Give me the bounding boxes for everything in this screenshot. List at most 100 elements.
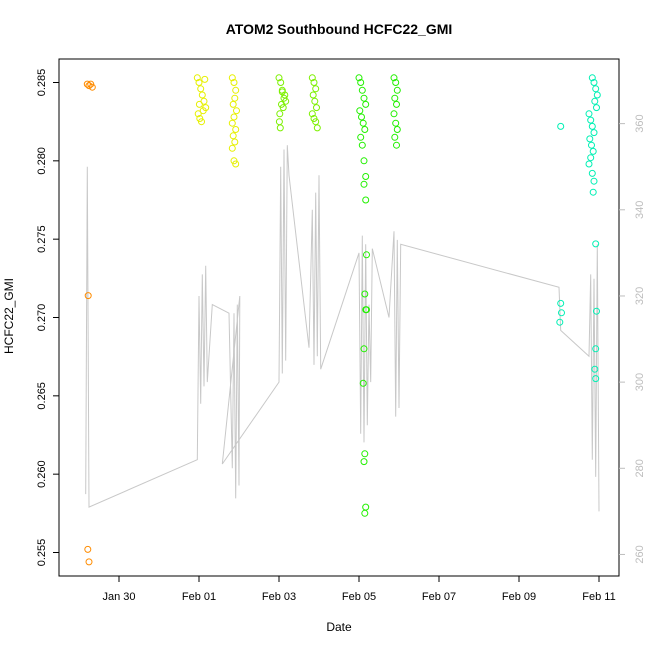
x-tick-label: Jan 30 — [102, 591, 135, 603]
data-point — [392, 79, 400, 86]
data-point — [390, 110, 398, 118]
data-point — [593, 91, 601, 99]
data-point — [589, 147, 597, 155]
data-point — [308, 74, 316, 82]
data-point — [393, 141, 400, 149]
y2-tick-label: 360 — [634, 114, 646, 132]
secondary-trace — [85, 145, 600, 512]
data-point — [558, 309, 565, 317]
y-tick-label: 0.280 — [36, 147, 48, 175]
data-point — [588, 169, 596, 177]
data-point — [88, 83, 96, 91]
y-tick-label: 0.275 — [36, 225, 48, 253]
data-point — [587, 154, 595, 162]
data-point — [590, 177, 598, 185]
data-point — [391, 94, 399, 102]
y-axis-right: 260 280 300 320 340 360 — [619, 114, 646, 564]
data-point — [393, 100, 400, 108]
data-point — [592, 240, 600, 248]
data-point — [360, 180, 368, 188]
data-point — [593, 307, 600, 315]
data-point — [275, 118, 283, 126]
y2-tick-label: 300 — [634, 373, 646, 391]
data-point — [590, 129, 598, 137]
data-point — [360, 345, 368, 353]
data-point — [195, 100, 203, 108]
x-tick-label: Feb 03 — [262, 591, 296, 603]
data-point — [233, 107, 240, 115]
data-point — [358, 113, 365, 121]
data-point — [278, 86, 286, 94]
data-point — [83, 80, 91, 88]
data-point — [393, 86, 401, 94]
data-point — [309, 91, 317, 99]
y2-tick-label: 260 — [634, 545, 646, 563]
data-point — [363, 306, 370, 314]
data-point — [362, 196, 370, 204]
data-point — [360, 458, 368, 466]
data-point — [312, 118, 320, 126]
data-point — [85, 558, 93, 566]
data-point — [198, 118, 205, 126]
x-tick-label: Feb 11 — [582, 591, 615, 603]
data-point — [588, 122, 596, 130]
data-point — [311, 97, 319, 105]
x-tick-label: Feb 09 — [502, 591, 536, 603]
x-axis-label: Date — [326, 620, 352, 634]
data-point — [588, 74, 596, 82]
y2-tick-label: 340 — [634, 201, 646, 219]
data-point — [360, 94, 368, 102]
data-point — [557, 122, 565, 130]
data-point — [229, 132, 237, 140]
data-point — [588, 141, 595, 149]
data-point — [201, 75, 209, 83]
data-point — [195, 79, 203, 86]
data-point — [592, 375, 600, 383]
data-point — [360, 157, 368, 165]
data-point — [355, 74, 363, 82]
y-tick-label: 0.265 — [36, 382, 48, 410]
data-point — [362, 100, 370, 108]
data-point — [359, 119, 367, 127]
data-point — [359, 379, 367, 387]
data-point — [84, 545, 92, 553]
y2-tick-label: 320 — [634, 287, 646, 305]
data-point — [232, 126, 240, 133]
y-tick-label: 0.255 — [36, 539, 48, 567]
data-point — [391, 133, 399, 141]
data-point — [312, 85, 320, 93]
data-point — [199, 107, 207, 115]
data-point — [194, 110, 202, 118]
data-point — [275, 74, 283, 82]
chart-title: ATOM2 Southbound HCFC22_GMI — [226, 21, 453, 37]
x-tick-label: Feb 05 — [342, 591, 376, 603]
data-point — [308, 110, 316, 118]
data-point — [276, 110, 284, 118]
y-axis-label: HCFC22_GMI — [2, 278, 16, 354]
x-axis: Jan 30 Feb 01 Feb 03 Feb 05 Feb 07 Feb 09 Feb … — [102, 576, 616, 603]
y2-tick-label: 280 — [634, 459, 646, 477]
data-point — [313, 104, 320, 112]
data-point — [228, 74, 236, 82]
data-point — [390, 74, 398, 82]
data-point — [358, 141, 366, 149]
data-point — [357, 133, 365, 141]
data-point — [590, 79, 598, 86]
data-point — [198, 91, 206, 99]
data-point — [362, 173, 370, 180]
data-point — [357, 79, 365, 86]
data-point — [586, 135, 594, 143]
data-point — [356, 107, 364, 115]
data-point — [361, 450, 369, 458]
plot-frame — [58, 58, 620, 577]
data-point — [310, 79, 318, 86]
x-tick-label: Feb 01 — [182, 591, 216, 603]
data-point — [393, 126, 401, 133]
data-point — [592, 345, 600, 353]
data-point — [591, 97, 599, 105]
secondary-series-line — [85, 145, 600, 512]
data-point — [85, 82, 93, 90]
data-point — [228, 119, 236, 127]
data-point — [193, 74, 201, 82]
data-point — [361, 290, 369, 298]
